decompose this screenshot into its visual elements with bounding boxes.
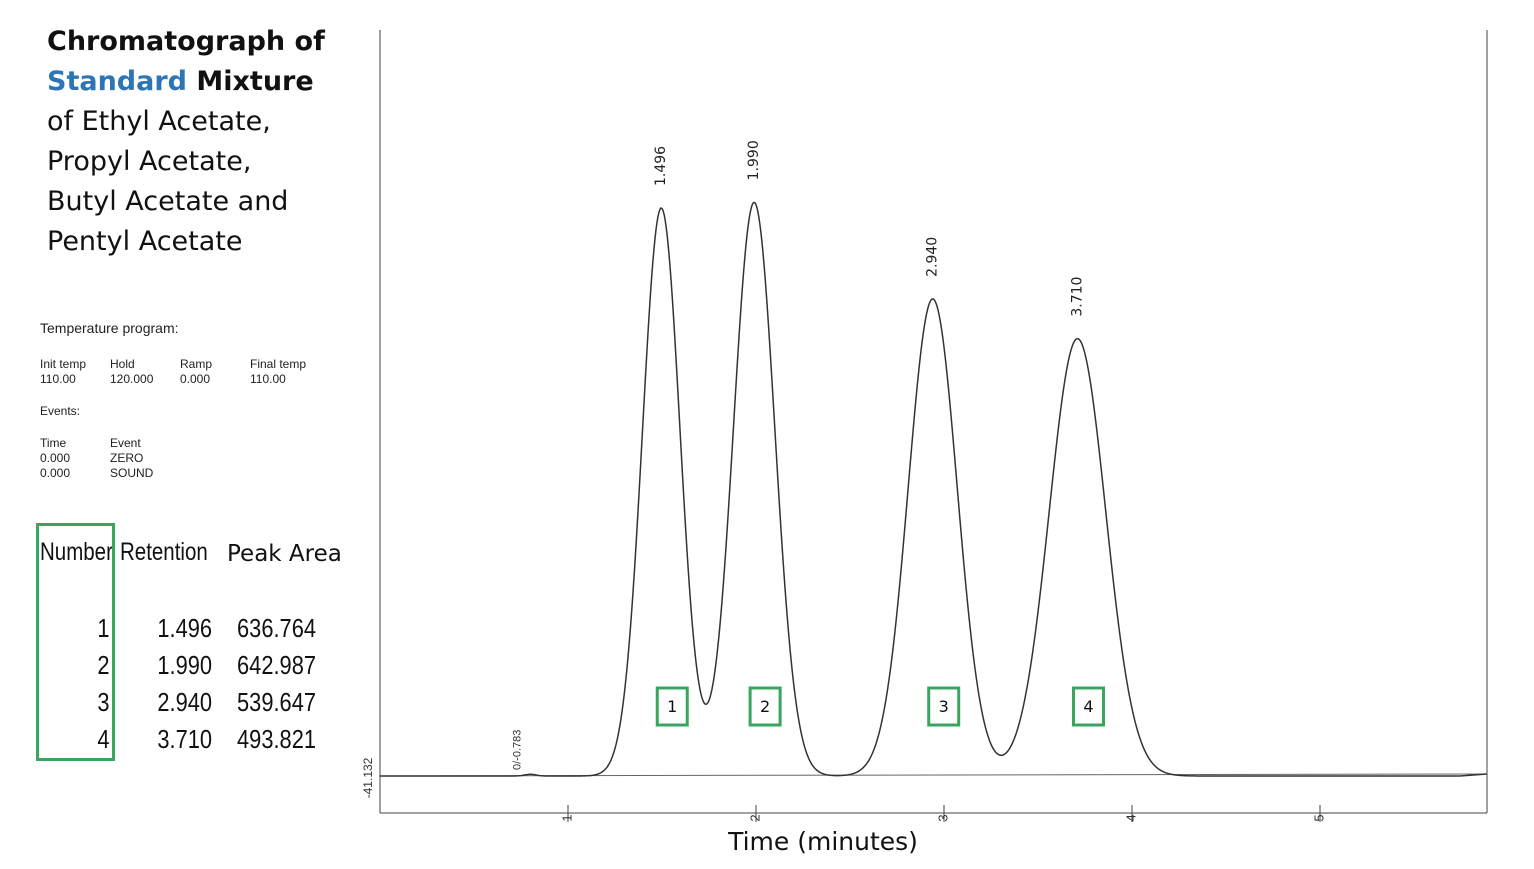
small-peak-label: 0/-0.783 [511, 730, 523, 770]
peak-retention-label: 1.496 [653, 146, 669, 186]
peak-number-label: 4 [1083, 697, 1093, 716]
events-time-column: Time 0.000 0.000 [40, 436, 70, 481]
events-event-2: SOUND [110, 466, 154, 480]
temperature-program-label: Temperature program: [40, 320, 179, 336]
peak-number-label: 3 [939, 697, 949, 716]
header-number: Number [40, 538, 113, 566]
baseline-label: -41.132 [361, 757, 375, 798]
events-label: Events: [40, 404, 81, 418]
peak-number-label: 2 [760, 697, 770, 716]
events-time-2: 0.000 [40, 466, 71, 480]
number-column-highlight-box [36, 523, 115, 761]
title-line-1: Chromatograph of [47, 26, 325, 57]
row-retention: 3.710 [157, 724, 212, 754]
chart-title: Chromatograph of Standard Mixture of Eth… [47, 22, 367, 262]
events-time-1: 0.000 [40, 451, 71, 465]
title-line-5: Butyl Acetate and [47, 186, 289, 217]
init-temp-header: Init temp [40, 357, 87, 371]
title-line-4: Propyl Acetate, [47, 146, 252, 177]
title-line-6: Pentyl Acetate [47, 226, 243, 257]
header-retention: Retention [120, 538, 208, 566]
x-tick-label: 4 [1123, 814, 1138, 821]
x-tick-label: 3 [935, 814, 950, 821]
peak-number-box [927, 686, 961, 727]
ramp-column: Ramp 0.000 [180, 357, 212, 387]
title-line-2-rest: Mixture [186, 66, 314, 97]
row-number: 3 [96, 687, 109, 717]
row-number: 4 [96, 724, 109, 754]
chart-marks: 1 2 3 4 5 0/-0.783 1.496 1 1.990 2 2.940 3 3.710 4 [380, 140, 1488, 822]
events-event-column: Event ZERO SOUND [110, 436, 153, 481]
ramp-header: Ramp [180, 357, 213, 371]
peak-number-box [655, 686, 689, 727]
row-retention: 2.940 [157, 687, 212, 717]
header-peak-area: Peak Area [227, 541, 342, 567]
init-temp-column: Init temp 110.00 [40, 357, 86, 387]
final-temp-column: Final temp 110.00 [250, 357, 306, 387]
final-temp-header: Final temp [250, 357, 307, 371]
events-event-header: Event [110, 436, 141, 450]
peak-retention-label: 1.990 [746, 140, 762, 180]
x-tick-label: 1 [559, 814, 574, 821]
x-tick-label: 2 [747, 814, 762, 821]
peak-number-box [1071, 686, 1105, 727]
row-peak-area: 539.647 [237, 687, 316, 717]
title-line-3: of Ethyl Acetate, [47, 106, 271, 137]
init-temp-value: 110.00 [40, 372, 76, 386]
row-peak-area: 642.987 [237, 650, 316, 680]
events-event-1: ZERO [110, 451, 144, 465]
row-number: 2 [96, 650, 109, 680]
peak-number-box [748, 686, 782, 727]
ramp-value: 0.000 [180, 372, 211, 386]
peak-retention-label: 2.940 [925, 237, 941, 277]
row-retention: 1.990 [157, 650, 212, 680]
x-tick-label: 5 [1311, 814, 1326, 821]
hold-value: 120.000 [110, 372, 154, 386]
events-time-header: Time [40, 436, 67, 450]
title-line-2: Standard Mixture [47, 62, 367, 102]
row-peak-area: 636.764 [237, 613, 316, 643]
hold-header: Hold [110, 357, 135, 371]
title-highlight: Standard [47, 66, 187, 97]
row-retention: 1.496 [157, 613, 212, 643]
final-temp-value: 110.00 [250, 372, 286, 386]
row-number: 1 [96, 613, 109, 643]
row-peak-area: 493.821 [237, 724, 316, 754]
hold-column: Hold 120.000 [110, 357, 153, 387]
peak-number-label: 1 [667, 697, 677, 716]
peak-retention-label: 3.710 [1069, 277, 1085, 317]
chromatogram-trace [380, 201, 1488, 777]
x-axis-label: Time (minutes) [727, 827, 918, 856]
